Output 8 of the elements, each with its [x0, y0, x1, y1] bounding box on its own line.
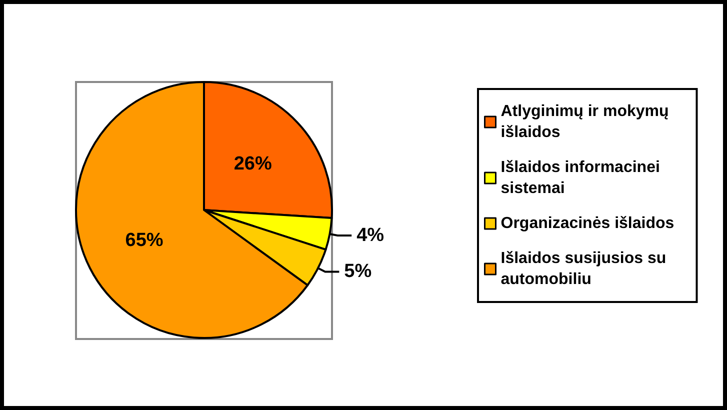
data-label: 65% — [125, 230, 164, 251]
data-label: 4% — [356, 224, 384, 246]
data-label: 5% — [344, 261, 372, 282]
legend-label: Išlaidos informacinei sistemai — [500, 159, 664, 197]
legend-label: Atlyginimų ir mokymų išlaidos — [500, 103, 674, 141]
data-label: 26% — [234, 154, 272, 175]
legend-label: Išlaidos susijusios su automobiliu — [500, 250, 671, 288]
legend-label: Organizacinės išlaidos — [500, 215, 674, 232]
